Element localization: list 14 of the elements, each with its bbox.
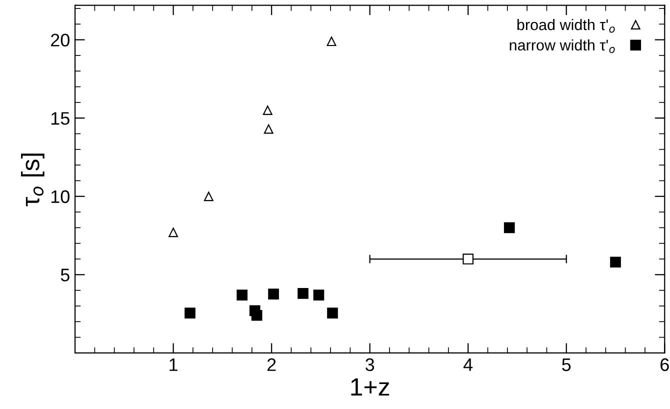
y-tick-label: 20	[51, 34, 70, 46]
x-tick-label: 4	[464, 358, 473, 371]
x-tick-label: 3	[366, 358, 374, 372]
y-axis-title: τ$_{o}$ [s]	[21, 154, 44, 206]
legend-label: broad width τ'$_{o}$	[517, 18, 615, 33]
x-tick-label: 5	[562, 358, 571, 372]
legend-label: narrow width τ'$_{o}$	[510, 39, 615, 54]
x-axis-title: 1+z	[351, 378, 390, 396]
y-tick-label: 15	[51, 112, 70, 125]
x-tick-label: 2	[267, 358, 276, 371]
x-tick-label: 6	[660, 358, 669, 372]
y-tick-label: 10	[51, 190, 70, 204]
y-tick-label: 5	[60, 268, 70, 282]
x-tick-label: 1	[170, 358, 178, 371]
